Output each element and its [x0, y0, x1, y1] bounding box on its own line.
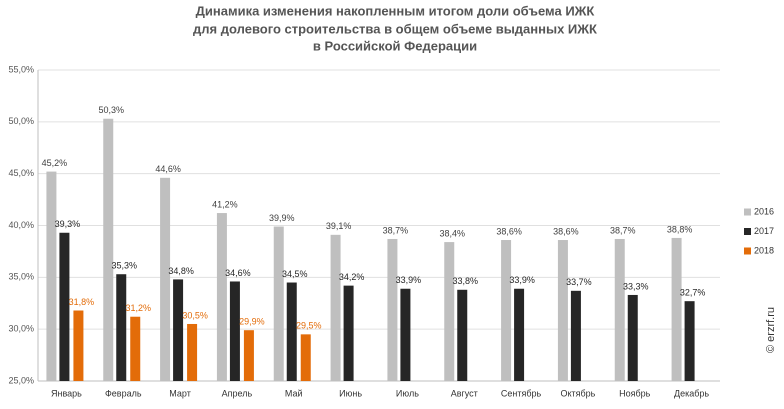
- x-tick-label: Февраль: [105, 388, 142, 398]
- x-tick-label: Ноябрь: [619, 388, 651, 398]
- data-label: 35,3%: [111, 261, 137, 271]
- data-label: 33,3%: [623, 281, 649, 291]
- data-label: 45,2%: [42, 158, 68, 168]
- bar: [286, 282, 297, 381]
- bar: [614, 238, 625, 381]
- legend-swatch: [744, 247, 751, 255]
- bar: [243, 330, 254, 381]
- bar: [130, 316, 141, 381]
- bar: [501, 240, 512, 381]
- data-label: 38,6%: [553, 226, 579, 236]
- legend-label: 2018: [754, 245, 774, 255]
- data-label: 33,8%: [452, 276, 478, 286]
- y-tick-label: 45,0%: [8, 168, 34, 178]
- bar: [46, 171, 57, 381]
- bar: [557, 240, 568, 381]
- bar: [570, 290, 581, 381]
- bar: [671, 237, 682, 381]
- data-label: 34,5%: [282, 269, 308, 279]
- data-label: 34,8%: [168, 266, 194, 276]
- x-tick-label: Октябрь: [560, 388, 595, 398]
- x-tick-label: Июнь: [339, 388, 362, 398]
- bar: [173, 279, 184, 381]
- y-tick-label: 55,0%: [8, 64, 34, 74]
- data-label: 34,2%: [339, 272, 365, 282]
- legend-label: 2017: [754, 226, 774, 236]
- bar: [330, 234, 341, 381]
- bar: [273, 226, 284, 381]
- data-label: 38,6%: [496, 226, 522, 236]
- chart-title: для долевого строительства в общем объем…: [193, 21, 597, 36]
- legend-swatch: [744, 228, 751, 235]
- chart-title: в Российской Федерации: [313, 38, 477, 53]
- bar: [514, 288, 525, 381]
- data-label: 38,7%: [383, 225, 409, 235]
- bar: [229, 281, 240, 381]
- x-tick-label: Март: [169, 388, 191, 398]
- y-tick-label: 40,0%: [8, 220, 34, 230]
- x-tick-label: Январь: [51, 388, 82, 398]
- x-tick-label: Июль: [396, 388, 419, 398]
- data-label: 38,4%: [439, 228, 465, 238]
- bar: [457, 289, 468, 381]
- y-tick-label: 25,0%: [8, 375, 34, 385]
- data-label: 34,6%: [225, 268, 251, 278]
- bar: [343, 285, 354, 381]
- data-label: 31,2%: [125, 303, 151, 313]
- bar: [444, 242, 455, 381]
- data-label: 50,3%: [98, 105, 124, 115]
- data-label: 39,3%: [55, 219, 81, 229]
- data-label: 31,8%: [69, 297, 95, 307]
- bar: [187, 323, 198, 381]
- bar: [300, 334, 311, 381]
- data-label: 29,5%: [296, 321, 322, 331]
- x-tick-label: Сентябрь: [501, 388, 542, 398]
- bar: [400, 288, 411, 381]
- y-tick-label: 30,0%: [8, 324, 34, 334]
- y-tick-label: 50,0%: [8, 116, 34, 126]
- bar: [627, 294, 638, 381]
- bar: [59, 232, 70, 381]
- data-label: 39,9%: [269, 213, 295, 223]
- bar: [73, 310, 84, 381]
- bar: [116, 274, 127, 381]
- bar: [684, 301, 695, 381]
- data-label: 41,2%: [212, 199, 238, 209]
- y-tick-label: 35,0%: [8, 272, 34, 282]
- x-tick-label: Август: [451, 388, 478, 398]
- bar: [387, 238, 398, 381]
- data-label: 33,9%: [509, 275, 535, 285]
- data-label: 38,7%: [610, 225, 636, 235]
- bar: [160, 177, 171, 381]
- x-tick-label: Май: [285, 388, 303, 398]
- data-label: 33,7%: [566, 277, 592, 287]
- x-tick-label: Апрель: [222, 388, 253, 398]
- data-label: 39,1%: [326, 221, 352, 231]
- legend-swatch: [744, 208, 751, 216]
- data-label: 38,8%: [667, 224, 693, 234]
- data-label: 29,9%: [239, 317, 265, 327]
- data-label: 32,7%: [680, 288, 706, 298]
- legend-label: 2016: [754, 206, 774, 216]
- chart-title: Динамика изменения накопленным итогом до…: [196, 3, 595, 18]
- data-label: 44,6%: [155, 164, 181, 174]
- bar: [103, 118, 114, 382]
- data-label: 33,9%: [396, 275, 422, 285]
- x-tick-label: Декабрь: [674, 388, 709, 398]
- data-label: 30,5%: [182, 310, 208, 320]
- watermark: © erzrf.ru: [765, 307, 777, 353]
- bar: [216, 213, 227, 381]
